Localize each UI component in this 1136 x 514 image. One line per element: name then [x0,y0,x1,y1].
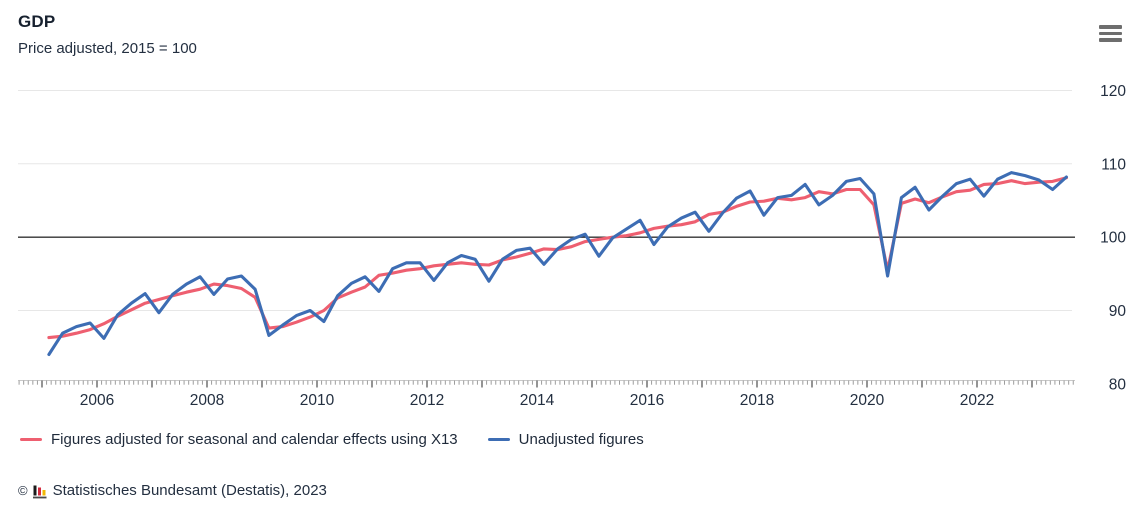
series-line-adjusted [47,176,1068,340]
chart-subtitle: Price adjusted, 2015 = 100 [18,40,197,57]
y-axis-label: 100 [1100,230,1126,247]
x-axis-label: 2016 [630,392,664,409]
source-text: Statistisches Bundesamt (Destatis), 2023 [52,482,327,499]
legend-label: Figures adjusted for seasonal and calend… [51,431,458,448]
copyright-symbol: © [18,483,28,498]
legend-item-adjusted[interactable]: Figures adjusted for seasonal and calend… [20,431,458,448]
chart-legend: Figures adjusted for seasonal and calend… [20,431,644,448]
chart-export-menu-button[interactable] [1099,25,1122,42]
x-axis-label: 2020 [850,392,885,409]
legend-label: Unadjusted figures [518,431,644,448]
y-axis-label: 90 [1109,303,1127,320]
x-axis-label: 2018 [740,392,774,409]
series-line-unadjusted [47,171,1068,357]
legend-item-unadjusted[interactable]: Unadjusted figures [487,431,644,448]
y-axis-label: 110 [1101,156,1126,173]
adjusted-series-swatch-icon [20,437,42,442]
x-axis-label: 2010 [300,392,335,409]
y-axis-label: 120 [1100,83,1126,100]
unadjusted-series-swatch-icon [487,437,510,442]
y-axis-label: 80 [1109,376,1127,393]
destatis-logo-icon [32,485,47,498]
x-axis-label: 2022 [960,392,994,409]
x-axis-label: 2008 [190,392,224,409]
hamburger-icon [1099,38,1122,42]
source-note: © Statistisches Bundesamt (Destatis), 20… [18,482,327,499]
x-axis-label: 2006 [80,392,114,409]
hamburger-icon [1099,25,1122,29]
x-axis-label: 2014 [520,392,555,409]
page-title: GDP [18,12,56,31]
hamburger-icon [1099,31,1122,36]
x-axis-label: 2012 [410,392,444,409]
